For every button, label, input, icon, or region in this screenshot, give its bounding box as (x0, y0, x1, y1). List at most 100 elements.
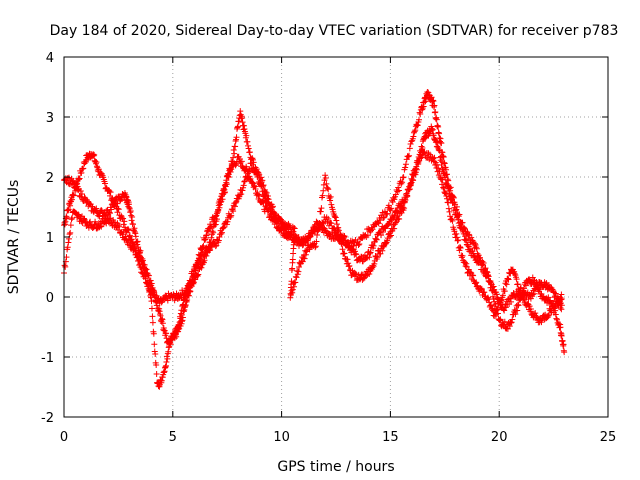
data-point (488, 281, 495, 288)
data-point (245, 142, 252, 149)
data-point (293, 274, 300, 281)
data-point (385, 202, 392, 209)
data-point (102, 180, 109, 187)
data-point (505, 276, 512, 283)
data-point (120, 215, 127, 222)
data-point (120, 228, 127, 235)
data-point (125, 236, 132, 243)
data-point (290, 228, 297, 235)
data-point (210, 229, 217, 236)
data-point (392, 219, 399, 226)
data-point (287, 231, 294, 238)
data-point (435, 165, 442, 172)
data-point (145, 283, 152, 290)
data-point (445, 199, 452, 206)
data-point (312, 243, 319, 250)
data-point (506, 295, 513, 302)
data-point (400, 174, 407, 181)
data-point (150, 330, 157, 337)
data-point (333, 221, 340, 228)
data-point (295, 233, 302, 240)
data-point (408, 138, 415, 145)
data-point (220, 224, 227, 231)
data-point (120, 221, 127, 228)
data-point (319, 192, 326, 199)
data-point (394, 188, 401, 195)
data-point (553, 315, 560, 322)
data-point (407, 180, 414, 187)
data-point (251, 182, 258, 189)
data-point (295, 268, 302, 275)
axis-ticks: 0 5 10 15 20 25 -2 -1 0 1 2 3 4 (41, 51, 616, 445)
data-point (91, 221, 98, 228)
data-point (219, 196, 226, 203)
data-point (262, 188, 269, 195)
data-point (561, 349, 568, 356)
data-point (468, 234, 475, 241)
data-point (388, 232, 395, 239)
data-point (372, 235, 379, 242)
data-point (514, 307, 521, 314)
data-point (296, 264, 303, 271)
data-point (259, 177, 266, 184)
data-point (488, 287, 495, 294)
data-point (70, 192, 77, 199)
data-point (233, 198, 240, 205)
data-point (503, 304, 510, 311)
data-point (216, 234, 223, 241)
data-point (236, 191, 243, 198)
data-point (552, 290, 559, 297)
data-point (445, 177, 452, 184)
data-point (250, 161, 257, 168)
data-point (345, 263, 352, 270)
y-tick-label: 4 (46, 51, 54, 66)
data-point (222, 189, 229, 196)
data-point (322, 172, 329, 179)
data-point (465, 231, 472, 238)
data-point (210, 218, 217, 225)
data-point (516, 287, 523, 294)
data-point (557, 296, 564, 303)
data-point (503, 325, 510, 332)
data-point (291, 283, 298, 290)
data-point (486, 278, 493, 285)
data-point (244, 138, 251, 145)
data-point (408, 175, 415, 182)
data-point (392, 219, 399, 226)
data-point (476, 254, 483, 261)
data-point (208, 244, 215, 251)
data-point (62, 263, 69, 270)
data-point (246, 149, 253, 156)
data-point (432, 108, 439, 115)
data-point (413, 165, 420, 172)
data-point (353, 251, 360, 258)
data-point (531, 290, 538, 297)
data-point (341, 233, 348, 240)
x-tick-label: 20 (491, 430, 508, 445)
data-point (484, 272, 491, 279)
data-point (315, 227, 322, 234)
data-point (265, 196, 272, 203)
data-point (456, 211, 463, 218)
data-point (526, 303, 533, 310)
data-point (75, 176, 82, 183)
x-tick-label: 5 (169, 430, 177, 445)
data-point (313, 238, 320, 245)
data-point (115, 206, 122, 213)
data-point (454, 237, 461, 244)
data-point (515, 286, 522, 293)
data-point (440, 153, 447, 160)
data-point (443, 195, 450, 202)
data-point (144, 279, 151, 286)
data-point (383, 239, 390, 246)
data-point (143, 272, 150, 279)
data-point (116, 223, 123, 230)
data-point (469, 272, 476, 279)
data-point (479, 258, 486, 265)
data-point (329, 206, 336, 213)
data-point (494, 306, 501, 313)
data-point (399, 179, 406, 186)
data-point (225, 174, 232, 181)
data-point (463, 260, 470, 267)
data-point (545, 294, 552, 301)
